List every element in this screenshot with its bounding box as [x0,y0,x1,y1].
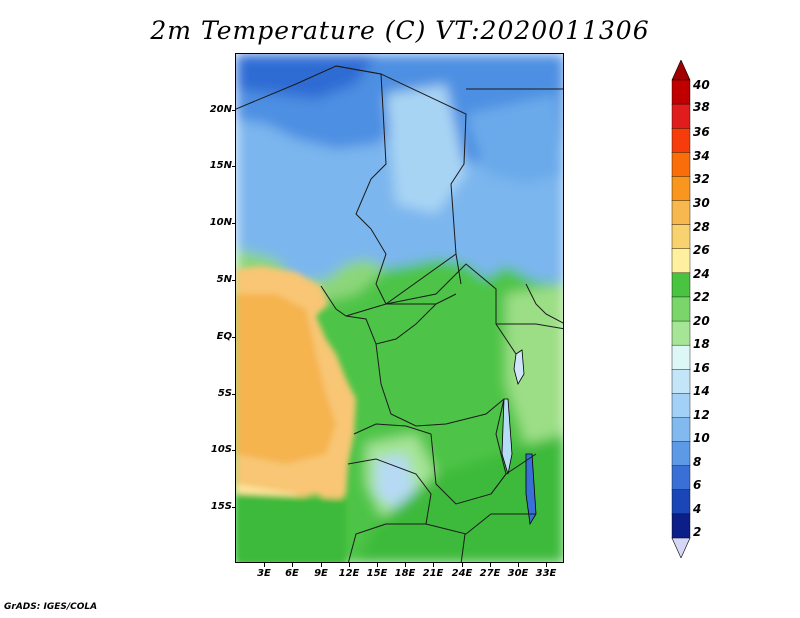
colorbar [671,60,691,558]
lat-label-10n: 10N [209,217,232,228]
lat-label-20n: 20N [209,104,232,115]
colorbar-label: 18 [693,337,710,351]
lon-tick [264,563,265,567]
south-atlantic-lower [236,494,346,562]
lon-label-12e: 12E [338,568,360,579]
colorbar-label: 4 [693,502,702,516]
lon-label-27e: 27E [479,568,501,579]
lon-tick [490,563,491,567]
southern-lowlands [357,434,563,562]
colorbar-segment [671,128,691,153]
lat-tick [232,110,236,111]
colorbar-label: 34 [693,149,710,163]
temperature-map [236,54,563,562]
lon-label-15e: 15E [366,568,388,579]
colorbar-segment [671,417,691,443]
colorbar-label: 24 [693,267,710,281]
lat-tick [232,394,236,395]
colorbar-label: 8 [693,455,702,469]
country-borders [236,65,563,562]
lon-label-6e: 6E [285,568,299,579]
colorbar-segment [671,393,691,418]
colorbar-label: 6 [693,478,702,492]
colorbar-bottom-arrow [671,537,691,558]
coldest-region [236,54,376,99]
colorbar-segment [671,513,691,539]
lat-label-eq: EQ [216,331,232,342]
colorbar-segment [671,200,691,226]
colorbar-segment [671,369,691,394]
colorbar-label: 10 [693,431,710,445]
lat-label-5n: 5N [216,274,232,285]
lon-tick [377,563,378,567]
colorbar-segment [671,489,691,515]
lon-label-30e: 30E [507,568,529,579]
lat-label-10s: 10S [210,444,232,455]
colorbar-label: 26 [693,243,710,257]
lon-tick [462,563,463,567]
colorbar-label: 40 [693,78,710,92]
lon-label-3e: 3E [257,568,271,579]
lat-tick [232,507,236,508]
colorbar-segment [671,79,691,105]
colorbar-label: 30 [693,196,710,210]
colorbar-label: 28 [693,220,710,234]
lon-tick [321,563,322,567]
colorbar-segment [671,248,691,274]
lat-label-15n: 15N [209,160,232,171]
lat-label-5s: 5S [217,388,232,399]
colorbar-segment [671,152,691,177]
colorbar-label: 14 [693,384,710,398]
credit-text: GrADS: IGES/COLA [4,602,98,612]
lon-tick [518,563,519,567]
colorbar-label: 36 [693,125,710,139]
lake-malawi [525,453,537,526]
lake-victoria [513,349,525,386]
lat-tick [232,223,236,224]
lat-tick [232,450,236,451]
colorbar-label: 12 [693,408,710,422]
lon-tick [292,563,293,567]
colorbar-segment [671,320,691,346]
lat-tick [232,337,236,338]
colorbar-segment [671,224,691,250]
lon-tick [405,563,406,567]
lat-tick [232,280,236,281]
lon-label-18e: 18E [394,568,416,579]
colorbar-label: 32 [693,172,710,186]
map-panel [235,53,564,563]
colorbar-label: 16 [693,361,710,375]
lat-label-15s: 15S [210,501,232,512]
colorbar-label: 20 [693,314,710,328]
mild-region-center-north [386,84,466,214]
colorbar-label: 22 [693,290,710,304]
colorbar-segment [671,465,691,491]
colorbar-label: 2 [693,525,702,539]
lon-tick [433,563,434,567]
lon-label-21e: 21E [422,568,444,579]
colorbar-segment [671,344,691,370]
colorbar-segment [671,441,691,467]
cool-region-east [466,94,563,184]
chart-title: 2m Temperature (C) VT:2020011306 [150,16,650,45]
lon-tick [546,563,547,567]
colorbar-segment [671,296,691,322]
lake-tanganyika [501,398,513,475]
lon-label-24e: 24E [451,568,473,579]
angola-cool-core [376,454,416,509]
lon-tick [349,563,350,567]
colorbar-segment [671,272,691,298]
colorbar-segment [671,103,691,129]
colorbar-top-arrow [671,60,691,81]
lon-label-33e: 33E [535,568,557,579]
lat-tick [232,166,236,167]
lon-label-9e: 9E [314,568,328,579]
colorbar-segment [671,176,691,202]
colorbar-label: 38 [693,100,710,114]
ocean-warmest [236,294,336,464]
